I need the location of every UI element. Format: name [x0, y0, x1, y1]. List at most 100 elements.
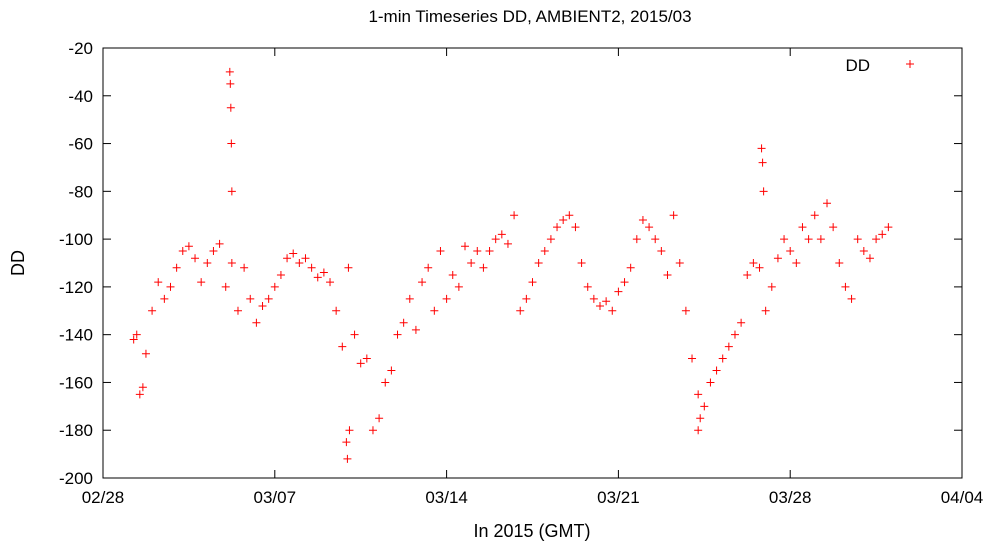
- data-point: [350, 330, 359, 339]
- plot-frame: [102, 47, 963, 479]
- data-point: [154, 278, 163, 287]
- data-point: [804, 235, 813, 244]
- data-point: [203, 259, 212, 267]
- data-point: [338, 342, 347, 351]
- data-point: [326, 278, 335, 287]
- y-tick-label: -40: [68, 87, 93, 106]
- data-point: [780, 235, 789, 244]
- data-point: [553, 223, 562, 232]
- data-point: [381, 378, 390, 387]
- data-point: [620, 278, 629, 287]
- data-point: [759, 187, 768, 196]
- data-point: [332, 306, 341, 315]
- y-tick-label: -120: [59, 278, 93, 297]
- data-point: [865, 254, 874, 263]
- data-point: [227, 187, 236, 196]
- data-point: [540, 247, 549, 256]
- data-point: [730, 330, 739, 339]
- data-point: [503, 239, 512, 248]
- data-point: [418, 278, 427, 287]
- data-point: [411, 325, 420, 334]
- data-point: [258, 302, 267, 310]
- data-point: [491, 235, 500, 244]
- data-point: [129, 335, 138, 344]
- data-point: [773, 254, 782, 263]
- x-tick-label: 03/21: [597, 488, 640, 507]
- y-tick-label: -200: [59, 469, 93, 488]
- data-point: [829, 223, 838, 232]
- data-point: [663, 270, 672, 279]
- data-point: [436, 247, 445, 256]
- data-point: [209, 247, 218, 256]
- data-point: [132, 330, 141, 339]
- y-axis: -20 -40 -60 -80 -100 -120 -140 -160 -180 -200: [59, 39, 962, 488]
- data-point: [737, 318, 746, 327]
- y-tick-label: -180: [59, 421, 93, 440]
- data-point: [694, 426, 703, 435]
- data-point: [681, 306, 690, 315]
- data-point: [270, 282, 279, 291]
- data-point: [264, 294, 273, 303]
- x-tick-label: 03/14: [425, 488, 468, 507]
- data-point: [227, 139, 236, 148]
- data-point: [835, 259, 844, 267]
- data-point: [638, 216, 647, 224]
- data-point: [375, 414, 384, 423]
- data-point: [884, 223, 893, 232]
- data-point: [430, 306, 439, 315]
- data-point: [546, 235, 555, 244]
- data-point: [602, 297, 611, 306]
- data-point: [172, 263, 181, 272]
- legend: DD: [845, 56, 914, 75]
- data-point: [872, 235, 881, 244]
- data-point: [688, 354, 697, 363]
- data-point: [343, 454, 352, 463]
- data-point: [467, 259, 476, 267]
- data-point: [393, 330, 402, 339]
- data-point: [798, 223, 807, 232]
- data-point: [342, 438, 351, 447]
- y-tick-label: -160: [59, 373, 93, 392]
- data-point: [595, 302, 604, 310]
- y-axis-title: DD: [8, 250, 28, 276]
- data-point: [614, 287, 623, 296]
- data-point: [345, 426, 354, 435]
- data-point: [853, 235, 862, 244]
- data-point: [675, 259, 684, 267]
- data-point: [276, 270, 285, 279]
- data-point: [516, 306, 525, 315]
- data-point: [559, 216, 568, 224]
- data-point: [534, 259, 543, 267]
- data-point: [626, 263, 635, 272]
- data-point: [749, 259, 758, 267]
- data-point: [148, 306, 157, 315]
- data-point: [473, 247, 482, 256]
- data-point: [565, 211, 574, 220]
- data-point: [718, 354, 727, 363]
- data-point: [792, 259, 801, 267]
- data-point: [141, 349, 150, 358]
- data-point: [847, 294, 856, 303]
- data-point: [589, 294, 598, 303]
- x-tick-label: 02/28: [82, 488, 125, 507]
- x-tick-label: 03/07: [254, 488, 297, 507]
- data-point: [246, 294, 255, 303]
- data-point: [841, 282, 850, 291]
- data-point: [166, 282, 175, 291]
- data-point: [859, 247, 868, 256]
- data-point: [485, 247, 494, 256]
- x-axis: 02/28 03/07 03/14 03/21 03/28 04/04: [82, 48, 983, 507]
- data-point: [226, 103, 235, 112]
- data-point: [755, 263, 764, 272]
- data-point: [225, 67, 234, 76]
- data-point: [712, 366, 721, 375]
- data-point: [399, 318, 408, 327]
- data-point: [583, 282, 592, 291]
- x-tick-label: 03/28: [769, 488, 812, 507]
- data-point: [178, 247, 187, 256]
- data-point: [233, 306, 242, 315]
- legend-marker: [906, 60, 914, 68]
- data-point: [571, 223, 580, 232]
- data-point: [227, 259, 236, 267]
